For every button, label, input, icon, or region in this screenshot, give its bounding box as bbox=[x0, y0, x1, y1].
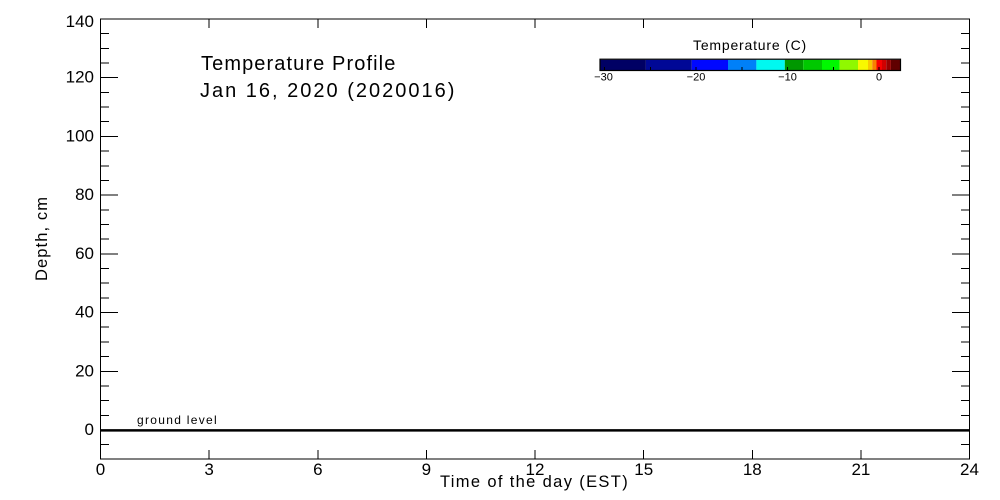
svg-text:15: 15 bbox=[634, 460, 653, 479]
svg-text:24: 24 bbox=[960, 460, 979, 479]
svg-text:80: 80 bbox=[75, 185, 94, 204]
svg-text:21: 21 bbox=[851, 460, 870, 479]
svg-text:ground level: ground level bbox=[137, 413, 218, 427]
svg-text:Temperature Profile: Temperature Profile bbox=[201, 53, 396, 75]
svg-text:20: 20 bbox=[75, 361, 94, 380]
svg-text:−20: −20 bbox=[687, 72, 706, 84]
svg-text:Jan 16, 2020 (2020016): Jan 16, 2020 (2020016) bbox=[200, 80, 456, 102]
svg-text:Temperature (C): Temperature (C) bbox=[693, 37, 807, 53]
svg-text:18: 18 bbox=[743, 460, 762, 479]
svg-text:40: 40 bbox=[75, 303, 94, 322]
svg-text:Depth, cm: Depth, cm bbox=[33, 196, 51, 281]
svg-text:3: 3 bbox=[204, 460, 213, 479]
svg-text:12: 12 bbox=[526, 460, 545, 479]
svg-text:0: 0 bbox=[85, 420, 94, 439]
svg-text:6: 6 bbox=[313, 460, 322, 479]
svg-text:60: 60 bbox=[75, 244, 94, 263]
svg-text:0: 0 bbox=[96, 460, 105, 479]
svg-text:140: 140 bbox=[66, 12, 94, 31]
svg-text:9: 9 bbox=[422, 460, 431, 479]
svg-text:100: 100 bbox=[66, 126, 94, 145]
svg-text:0: 0 bbox=[876, 72, 882, 84]
svg-text:−30: −30 bbox=[594, 72, 613, 84]
svg-text:Time of the day (EST): Time of the day (EST) bbox=[440, 473, 629, 491]
svg-text:120: 120 bbox=[66, 68, 94, 87]
svg-text:−10: −10 bbox=[778, 72, 797, 84]
